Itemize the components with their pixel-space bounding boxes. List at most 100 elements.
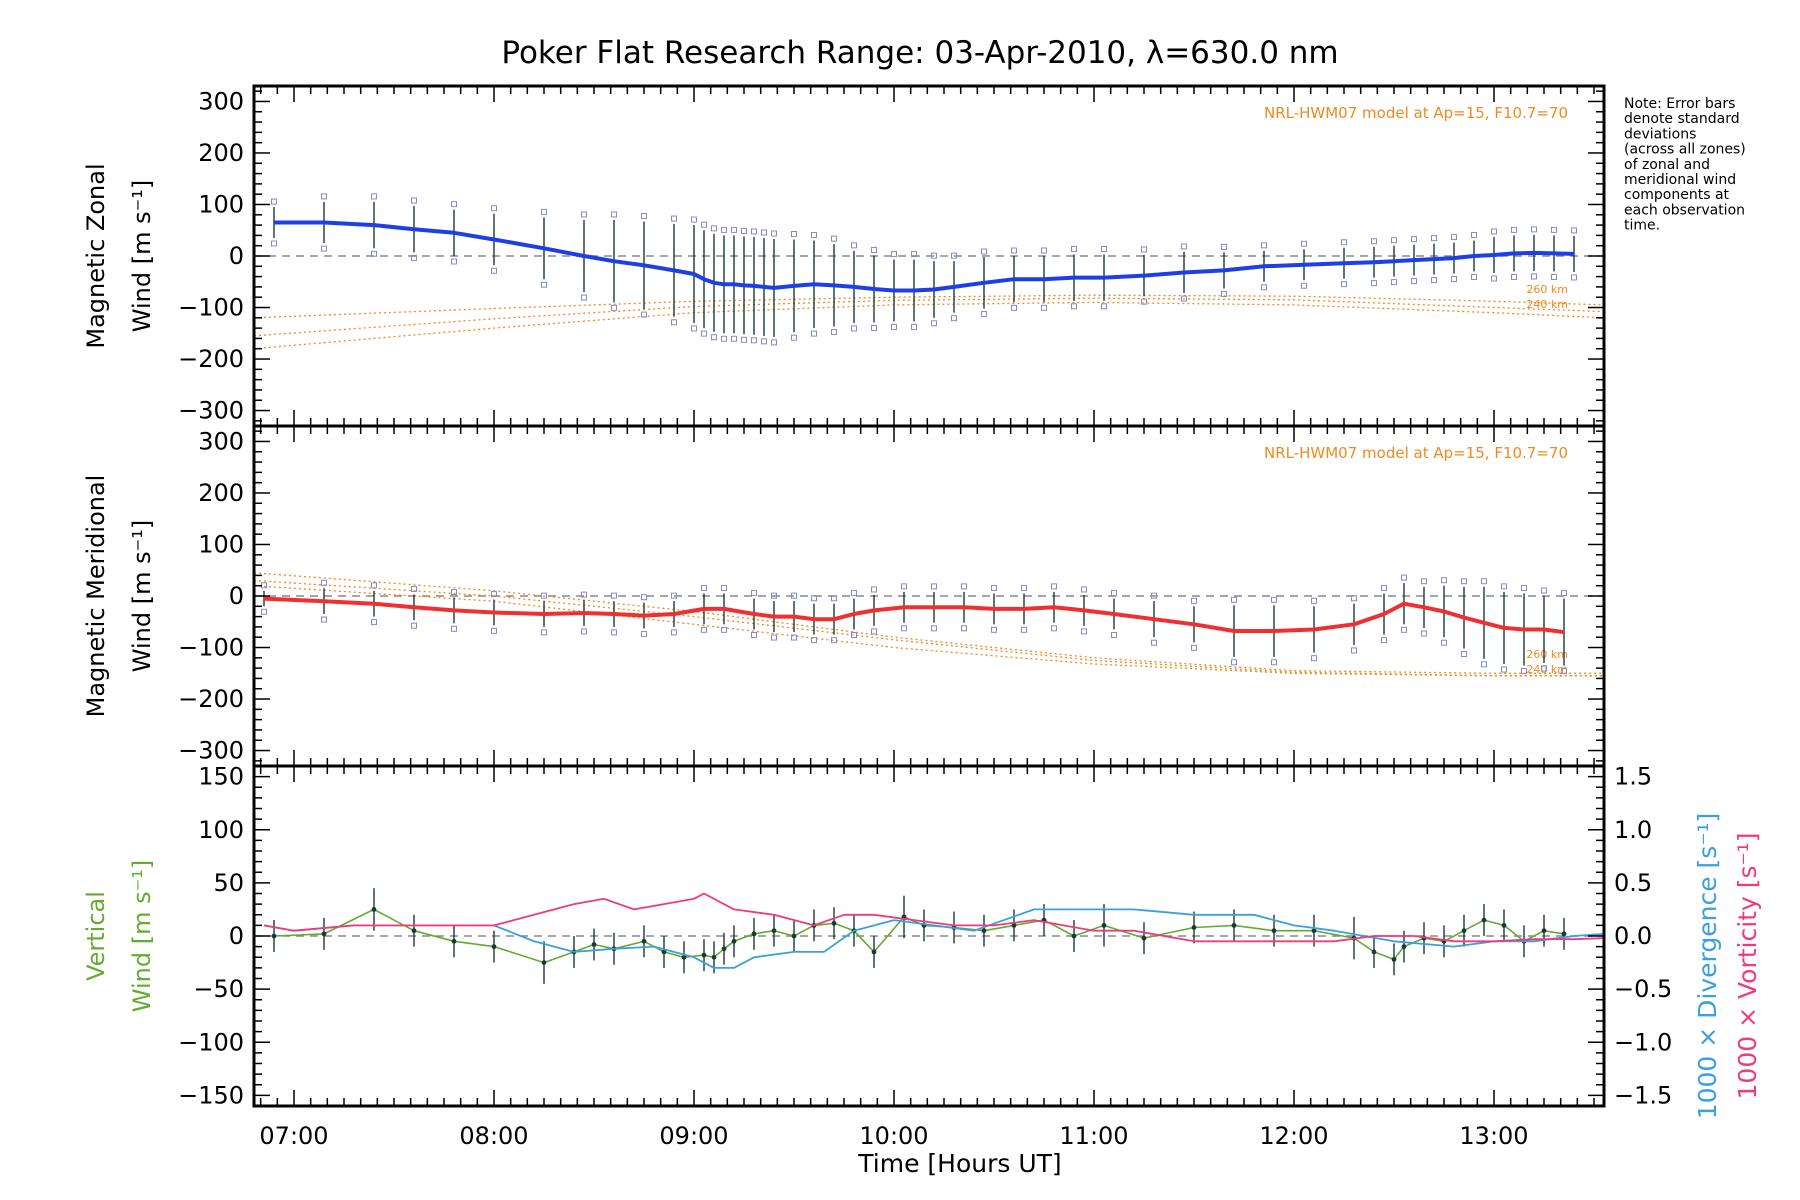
- vertical-wind-point: [451, 938, 457, 944]
- model-level-label: 260 km: [1526, 283, 1568, 296]
- zone-marker: [1501, 666, 1507, 673]
- zone-marker: [811, 330, 817, 337]
- zone-marker: [641, 630, 647, 637]
- zone-marker: [751, 631, 757, 638]
- zone-marker: [1011, 304, 1017, 311]
- note-line: components at: [1624, 187, 1730, 203]
- zone-marker: [1421, 578, 1427, 585]
- zone-marker: [1551, 273, 1557, 280]
- zone-marker: [1431, 277, 1437, 284]
- zone-marker: [831, 235, 837, 242]
- zone-marker: [1401, 574, 1407, 581]
- zone-marker: [831, 637, 837, 644]
- y2-tick-label: −1.0: [1614, 1028, 1672, 1056]
- zone-marker: [751, 228, 757, 235]
- model-label: NRL-HWM07 model at Ap=15, F10.7=70: [1264, 104, 1568, 122]
- vertical-wind-point: [1071, 933, 1077, 939]
- y-tick-label: −100: [178, 294, 244, 322]
- zone-marker: [1311, 655, 1317, 662]
- vertical-wind-point: [1271, 928, 1277, 934]
- zone-marker: [1021, 626, 1027, 633]
- zone-marker: [1561, 590, 1567, 597]
- zone-marker: [491, 627, 497, 634]
- vertical-wind-point: [641, 938, 647, 944]
- zone-marker: [1111, 631, 1117, 638]
- zone-marker: [701, 330, 707, 337]
- chart-title: Poker Flat Research Range: 03-Apr-2010, …: [501, 35, 1338, 71]
- y-tick-label: −150: [178, 1081, 244, 1109]
- zone-marker: [541, 629, 547, 636]
- zone-marker: [831, 329, 837, 336]
- zone-marker: [1461, 578, 1467, 585]
- zone-marker: [1141, 246, 1147, 253]
- zone-marker: [1221, 290, 1227, 297]
- zone-marker: [701, 626, 707, 633]
- zone-marker: [1491, 275, 1497, 282]
- vertical-wind-point: [1391, 956, 1397, 962]
- model-curve: [253, 297, 1605, 337]
- y-tick-label: 150: [198, 763, 244, 791]
- zone-marker: [901, 583, 907, 590]
- y-axis-label-line1: Magnetic Meridional: [82, 475, 110, 718]
- zone-marker: [1521, 584, 1527, 591]
- x-tick-label: 11:00: [1059, 1122, 1128, 1150]
- zone-marker: [871, 246, 877, 253]
- zone-marker: [1081, 586, 1087, 593]
- zone-marker: [671, 215, 677, 222]
- y-tick-label: 300: [198, 427, 244, 455]
- zone-marker: [1271, 596, 1277, 603]
- zone-marker: [671, 592, 677, 599]
- vertical-wind-point: [1371, 949, 1377, 955]
- zone-marker: [871, 628, 877, 635]
- zone-marker: [1071, 303, 1077, 310]
- zonal-wind-panel: NRL-HWM07 model at Ap=15, F10.7=70 260 km…: [82, 84, 1606, 428]
- vertical-wind-point: [1311, 928, 1317, 934]
- zone-marker: [321, 616, 327, 623]
- zone-marker: [1301, 282, 1307, 289]
- note-line: meridional wind: [1624, 172, 1736, 188]
- zone-marker: [581, 211, 587, 218]
- zone-marker: [1481, 578, 1487, 585]
- zone-marker: [1491, 228, 1497, 235]
- x-tick-labels: 07:00 08:00 09:00 10:00 11:00 12:00 13:00: [259, 1122, 1528, 1150]
- vertical-wind-point: [1191, 925, 1197, 930]
- vertical-wind-point: [1501, 922, 1507, 928]
- vertical-wind-point: [981, 928, 987, 934]
- vertical-wind-point: [711, 954, 717, 960]
- zone-marker: [641, 594, 647, 601]
- y2-tick-label: 0.0: [1614, 922, 1652, 950]
- zone-marker: [1351, 647, 1357, 654]
- zone-marker: [1181, 295, 1187, 302]
- zone-marker: [791, 334, 797, 341]
- zone-marker: [711, 225, 717, 232]
- zone-marker: [721, 584, 727, 591]
- zone-marker: [981, 248, 987, 255]
- zone-marker: [741, 227, 747, 234]
- vertical-wind-point: [791, 933, 797, 939]
- y-tick-label: 100: [198, 530, 244, 558]
- zone-marker: [851, 631, 857, 638]
- y-tick-label: 100: [198, 190, 244, 218]
- zone-marker: [1511, 273, 1517, 280]
- y-tick-label: 300: [198, 87, 244, 115]
- vertical-wind-point: [1231, 922, 1237, 928]
- zone-marker: [741, 336, 747, 343]
- zone-marker: [541, 592, 547, 599]
- zone-marker: [1081, 628, 1087, 635]
- vertical-wind-point: [1011, 922, 1017, 928]
- zone-marker: [961, 583, 967, 590]
- zone-marker: [411, 585, 417, 592]
- model-level-label: 240 km: [1526, 663, 1568, 676]
- vertical-wind-point: [831, 920, 837, 926]
- zone-marker: [451, 589, 457, 596]
- model-level-label: 240 km: [1526, 298, 1568, 311]
- vertical-wind-point: [1401, 944, 1407, 950]
- vertical-wind-point: [1481, 917, 1487, 923]
- y-tick-label: 200: [198, 479, 244, 507]
- x-tick-label: 10:00: [859, 1122, 928, 1150]
- zone-marker: [1401, 626, 1407, 633]
- zone-marker: [1431, 235, 1437, 242]
- vertical-wind-point: [591, 942, 597, 947]
- zone-marker: [671, 629, 677, 636]
